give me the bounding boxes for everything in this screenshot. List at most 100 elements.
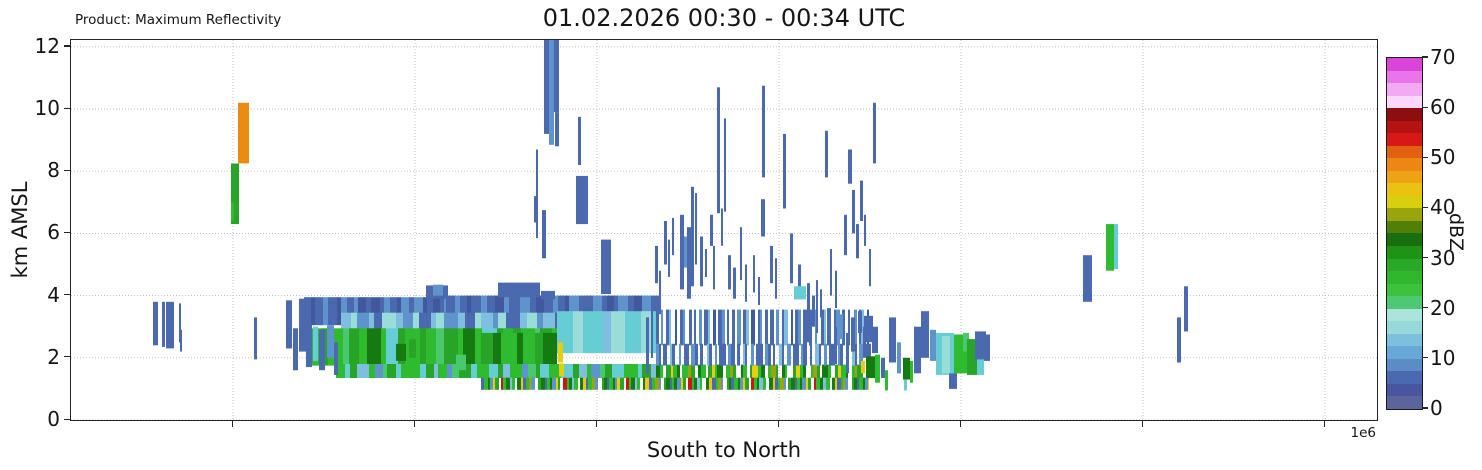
colorbar-tickmark <box>1422 106 1428 108</box>
reflectivity-cell <box>761 364 765 378</box>
reflectivity-cell <box>664 221 667 265</box>
reflectivity-cell <box>347 297 354 326</box>
reflectivity-cell <box>620 377 624 390</box>
reflectivity-cell <box>651 311 656 354</box>
reflectivity-cell <box>790 233 793 284</box>
colorbar-segment <box>1387 58 1422 71</box>
reflectivity-cell <box>540 364 549 378</box>
y-tickmark <box>64 169 70 171</box>
reflectivity-cell <box>554 364 561 378</box>
reflectivity-cell <box>977 359 984 375</box>
reflectivity-cell <box>563 377 567 390</box>
reflectivity-cell <box>872 326 878 354</box>
colorbar-segment <box>1387 145 1422 159</box>
reflectivity-cell <box>506 377 510 390</box>
colorbar-tick-label: 0 <box>1430 396 1443 420</box>
reflectivity-cell <box>793 364 796 378</box>
reflectivity-cell <box>495 377 499 390</box>
reflectivity-cell <box>732 309 735 346</box>
reflectivity-cell <box>700 377 702 390</box>
reflectivity-cell <box>819 343 821 366</box>
reflectivity-cell <box>869 249 871 287</box>
reflectivity-cell <box>433 284 443 296</box>
reflectivity-cell <box>1177 317 1181 363</box>
reflectivity-cell <box>829 343 831 366</box>
reflectivity-cell <box>460 295 467 324</box>
reflectivity-cell <box>504 295 509 324</box>
reflectivity-cell <box>677 377 681 390</box>
reflectivity-cell <box>704 309 708 346</box>
reflectivity-cell <box>343 328 349 366</box>
reflectivity-cell <box>465 312 475 333</box>
reflectivity-cell <box>427 297 433 326</box>
reflectivity-cell <box>914 326 921 374</box>
reflectivity-cell <box>751 309 755 346</box>
colorbar-tickmark <box>1422 206 1428 209</box>
reflectivity-cell <box>601 239 611 294</box>
reflectivity-cell <box>746 309 749 346</box>
reflectivity-cell <box>881 357 885 378</box>
reflectivity-cell <box>857 364 863 378</box>
reflectivity-cell <box>349 328 359 366</box>
reflectivity-cell <box>852 189 855 234</box>
reflectivity-cell <box>420 328 426 366</box>
reflectivity-cell <box>852 343 855 366</box>
reflectivity-cell <box>523 332 535 364</box>
reflectivity-cell <box>433 297 440 326</box>
reflectivity-cell <box>493 377 495 390</box>
colorbar-segment <box>1387 208 1422 221</box>
reflectivity-cell <box>731 377 734 390</box>
reflectivity-cell <box>555 112 559 147</box>
reflectivity-cell <box>852 364 855 378</box>
reflectivity-cell <box>921 311 929 358</box>
reflectivity-cell <box>618 295 628 324</box>
reflectivity-cell <box>709 343 712 366</box>
reflectivity-cell <box>554 40 559 113</box>
x-tickmark <box>959 421 961 427</box>
reflectivity-cell <box>826 377 830 390</box>
reflectivity-cell <box>436 328 444 366</box>
colorbar-tickmark <box>1422 357 1428 359</box>
reflectivity-cell <box>1083 255 1092 302</box>
reflectivity-cell <box>387 364 396 378</box>
reflectivity-cell <box>580 377 583 390</box>
reflectivity-cell <box>624 364 630 378</box>
reflectivity-cell <box>765 343 768 366</box>
reflectivity-cell <box>681 377 683 390</box>
reflectivity-cell <box>538 377 541 390</box>
reflectivity-cell <box>652 377 655 390</box>
reflectivity-cell <box>573 364 579 378</box>
reflectivity-cell <box>816 377 820 390</box>
reflectivity-cell <box>420 364 426 378</box>
reflectivity-cell <box>783 133 786 209</box>
reflectivity-cell <box>651 295 656 324</box>
reflectivity-cell <box>380 297 384 326</box>
reflectivity-cell <box>770 309 774 346</box>
reflectivity-cell <box>713 245 715 290</box>
reflectivity-cell <box>828 364 831 378</box>
reflectivity-cell <box>986 334 990 361</box>
reflectivity-cell <box>549 40 554 145</box>
reflectivity-cell <box>817 364 820 378</box>
reflectivity-cell <box>547 377 550 390</box>
reflectivity-cell <box>758 277 760 305</box>
y-tickmark <box>64 418 70 420</box>
reflectivity-cell <box>635 377 637 390</box>
reflectivity-cell <box>426 328 436 366</box>
reflectivity-cell <box>726 364 730 378</box>
reflectivity-cell <box>733 267 736 299</box>
reflectivity-cell <box>306 323 312 368</box>
reflectivity-cell <box>477 364 485 378</box>
reflectivity-cell <box>760 309 762 346</box>
reflectivity-cell <box>409 339 416 358</box>
reflectivity-cell <box>803 309 807 346</box>
chart-title: 01.02.2026 00:30 - 00:34 UTC <box>542 4 906 32</box>
reflectivity-cell <box>384 297 390 326</box>
reflectivity-cell <box>569 295 579 324</box>
colorbar-segment <box>1387 195 1422 209</box>
reflectivity-cell <box>689 309 692 346</box>
reflectivity-cell <box>323 297 328 326</box>
reflectivity-cell <box>795 377 797 390</box>
reflectivity-cell <box>530 295 536 324</box>
reflectivity-cell <box>802 377 806 390</box>
